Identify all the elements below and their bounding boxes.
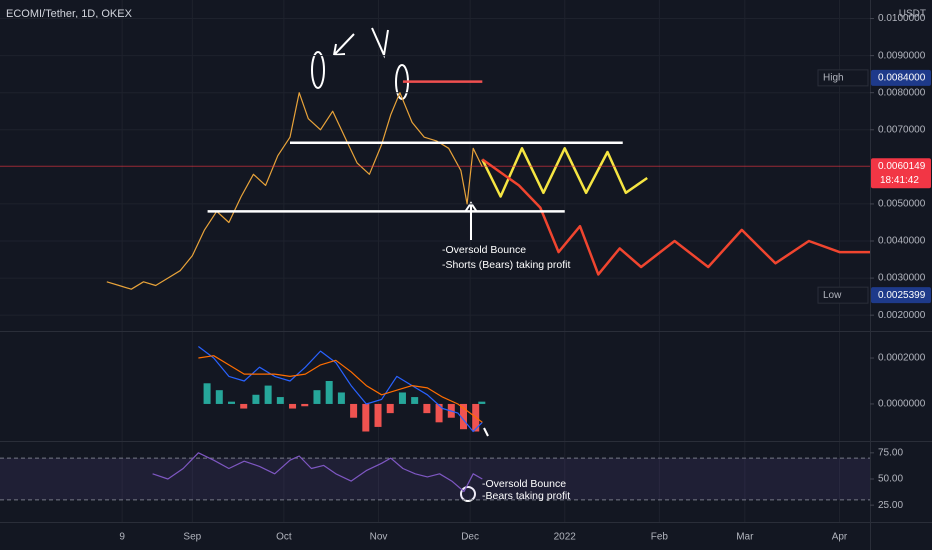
y-tick-label: 75.00 (878, 447, 903, 458)
histogram-bar (460, 403, 467, 430)
panel: 0.0002000 0.0000000 (198, 346, 926, 433)
high-price-label: 0.0084000 (878, 73, 926, 84)
y-tick-label: 25.00 (878, 500, 903, 511)
x-tick-label: Oct (276, 532, 292, 543)
histogram-bar (264, 385, 272, 404)
rsi-band (0, 458, 870, 500)
y-tick-label: 0.0020000 (878, 310, 926, 321)
line-series (481, 147, 648, 198)
symbol-title: ECOMI/Tether, 1D, OKEX (6, 8, 133, 20)
line-series (106, 92, 483, 290)
x-tick-label: Apr (832, 532, 848, 543)
hand-drawn-marks (311, 27, 489, 502)
histogram-bar (478, 401, 486, 404)
x-tick-label: 9 (119, 532, 125, 543)
histogram-bar (350, 403, 358, 418)
histogram-bar (374, 403, 382, 427)
low-price-label: 0.0025399 (878, 290, 926, 301)
histogram-bar (313, 390, 321, 404)
y-tick-label: 0.0100000 (878, 13, 926, 24)
histogram-bar (386, 403, 394, 414)
histogram-bar (435, 403, 443, 423)
y-tick-label: 0.0080000 (878, 87, 926, 98)
high-price-box (871, 69, 931, 86)
y-tick-label: 0.0050000 (878, 199, 926, 210)
low-box (817, 286, 869, 304)
high-box (817, 69, 869, 87)
histogram-bar (252, 394, 260, 404)
x-tick-label: 2022 (554, 532, 577, 543)
annotation: -Shorts (Bears) taking profit (442, 259, 570, 271)
low-text: Low (823, 290, 842, 301)
x-tick-label: Mar (736, 532, 754, 543)
x-tick-label: Dec (461, 532, 479, 543)
annotation: -Oversold Bounce (442, 244, 526, 256)
histogram-bar (203, 383, 211, 404)
currency-label: USDT (899, 9, 926, 20)
line-series (198, 346, 483, 433)
line-series (152, 452, 483, 493)
y-tick-label: 0.0040000 (878, 236, 926, 247)
y-tick-label: 0.0030000 (878, 273, 926, 284)
y-tick-label: 0.0090000 (878, 50, 926, 61)
histogram-bar (240, 403, 248, 409)
panel: 75.00 50.00 25.00 -Oversold Bounce-Bears ta… (0, 447, 903, 511)
histogram-bar (228, 401, 235, 404)
annotation: -Oversold Bounce (482, 478, 566, 490)
high-text: High (823, 73, 844, 84)
y-tick-label: 0.0070000 (878, 124, 926, 135)
histogram-bar (411, 397, 419, 404)
y-tick-label: 0.0000000 (878, 399, 926, 410)
histogram-bar (423, 403, 431, 414)
histogram-bar (301, 403, 309, 407)
x-tick-label: Feb (651, 532, 669, 543)
x-tick-label: Sep (183, 532, 201, 543)
low-price-box (871, 287, 931, 304)
annotation: -Bears taking profit (482, 490, 570, 502)
line-series (481, 158, 870, 276)
histogram-bar (215, 390, 223, 404)
last-price-label: 0.0060149 (878, 161, 926, 172)
histogram-bar (276, 397, 284, 404)
x-tick-label: Nov (370, 532, 388, 543)
last-price-box (871, 158, 931, 189)
countdown-label: 18:41:42 (880, 175, 919, 186)
y-tick-label: 50.00 (878, 474, 903, 485)
line-series (198, 355, 483, 423)
histogram-bar (325, 380, 333, 404)
y-tick-label: 0.0002000 (878, 353, 926, 364)
histogram-bar (362, 403, 370, 432)
panel: 0.0100000 0.0090000 0.0080000 0.0070000 0.00… (0, 13, 931, 321)
histogram-bar (289, 403, 297, 409)
histogram-bar (337, 392, 345, 404)
histogram-bar (398, 392, 406, 404)
